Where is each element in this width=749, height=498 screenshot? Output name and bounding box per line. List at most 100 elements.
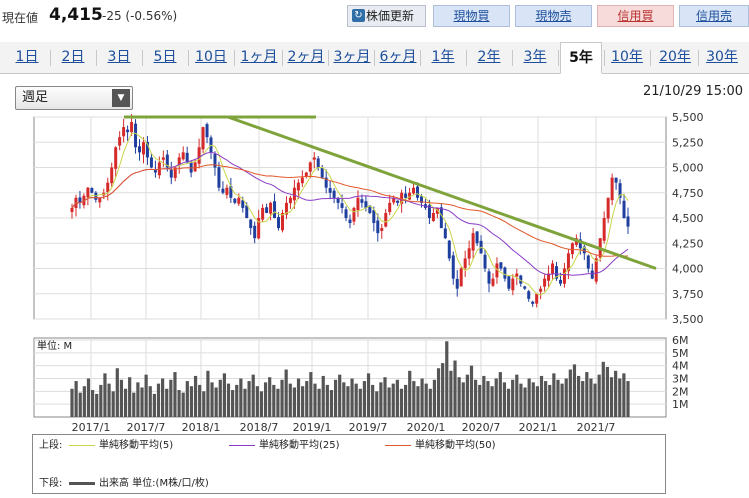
volume-bar [99,384,103,417]
tab-7[interactable]: 3ヶ月 [333,49,371,65]
volume-bar [523,387,527,417]
tab-separator [604,50,605,66]
candle-body [78,197,82,203]
x-tick: 2021/1 [519,421,558,434]
volume-bar [231,390,235,417]
margin-sell-button[interactable]: 信用売 [679,5,749,27]
tab-10[interactable]: 2年 [477,49,501,65]
candle-body [396,200,400,203]
tab-8[interactable]: 6ヶ月 [379,49,417,65]
volume-bar [284,369,288,417]
refresh-quote-button[interactable]: ↻ 株価更新 [347,5,426,27]
tab-15[interactable]: 30年 [706,49,738,65]
period-select[interactable]: 週足 ▼ [15,86,133,110]
volume-bar [494,378,498,417]
volume-bar [482,375,486,417]
candle-body [511,278,515,291]
volume-bar [408,370,412,417]
tab-separator [374,50,375,66]
candle-body [296,182,300,191]
period-select-value: 週足 [22,90,49,105]
volume-bar [441,363,445,417]
candle-body [201,127,205,150]
x-tick: 2017/1 [72,421,111,434]
tab-4[interactable]: 10日 [195,49,227,65]
candle-body [320,167,324,178]
volume-bar [346,386,350,417]
tab-3[interactable]: 5日 [153,49,177,65]
x-tick: 2019/7 [349,421,388,434]
tab-2[interactable]: 3日 [107,49,131,65]
cash-sell-button[interactable]: 現物売 [515,5,592,27]
price-chart: 3,500 3,750 4,000 4,250 4,500 4,750 5,000 5,250… [33,112,704,434]
volume-bar [399,388,404,417]
candle-body [193,162,197,172]
volume-bar [177,390,181,417]
volume-bar [119,379,124,417]
legend-ma25-label: 単純移動平均(25) [259,440,340,451]
tab-9[interactable]: 1年 [431,49,455,65]
candle-body [138,146,142,153]
volume-bar [136,382,140,417]
volume-bar [605,366,610,417]
candle-body [463,258,467,268]
volume-bar [490,386,494,417]
candle-body [344,209,348,218]
candle-body [467,248,471,259]
candle-body [519,275,523,284]
volume-bar [325,384,329,417]
volume-bar [453,360,457,417]
candle-body [265,207,269,213]
tab-14[interactable]: 20年 [659,49,691,65]
volume-bar [502,382,507,417]
volume-bar [309,372,313,417]
volume-bar [95,393,99,417]
volume-bar [342,382,346,417]
candle-body [237,197,241,204]
tab-separator [466,50,467,66]
volume-bar [548,384,552,417]
candle-body [368,205,372,213]
volume-bar [214,387,218,417]
candle-body [348,219,352,224]
volume-bar [206,370,210,417]
candle-body [384,212,388,227]
volume-bar [395,379,399,417]
candle-body [376,220,380,234]
tab-11[interactable]: 3年 [523,49,547,65]
volume-bar [111,391,115,417]
legend-ma50-label: 単純移動平均(50) [415,440,496,451]
x-tick: 2021/7 [577,421,616,434]
tab-1[interactable]: 2日 [61,49,85,65]
candle-body [273,201,277,218]
price-y-tick: 5,250 [672,136,704,149]
candle-body [249,219,253,229]
tab-12[interactable]: 5年 [560,42,602,74]
legend-ma5: 単純移動平均(5) [69,439,173,453]
tab-6[interactable]: 2ヶ月 [287,49,325,65]
candle-body [491,278,495,286]
price-change: -25 (-0.56%) [102,9,178,23]
tab-5[interactable]: 1ヶ月 [240,49,278,65]
candle-body [269,202,273,214]
cash-buy-button[interactable]: 現物買 [433,5,510,27]
tab-0[interactable]: 1日 [15,49,39,65]
candle-body [606,197,610,219]
volume-bar [412,381,416,417]
volume-bar [498,372,502,417]
candle-body [618,183,622,198]
volume-y-tick: 6M [672,334,689,347]
candle-body [181,152,185,160]
candle-body [582,246,586,254]
price-y-tick: 4,500 [672,212,704,225]
tab-13[interactable]: 10年 [611,49,643,65]
margin-buy-button[interactable]: 信用買 [597,5,674,27]
candle-body [145,141,149,158]
ma25-swatch [229,444,255,446]
candle-body [408,192,412,200]
chevron-down-icon: ▼ [112,89,130,107]
volume-bar [239,378,243,417]
candle-body [451,255,455,279]
volume-bar [74,381,78,417]
candle-body [614,177,618,183]
